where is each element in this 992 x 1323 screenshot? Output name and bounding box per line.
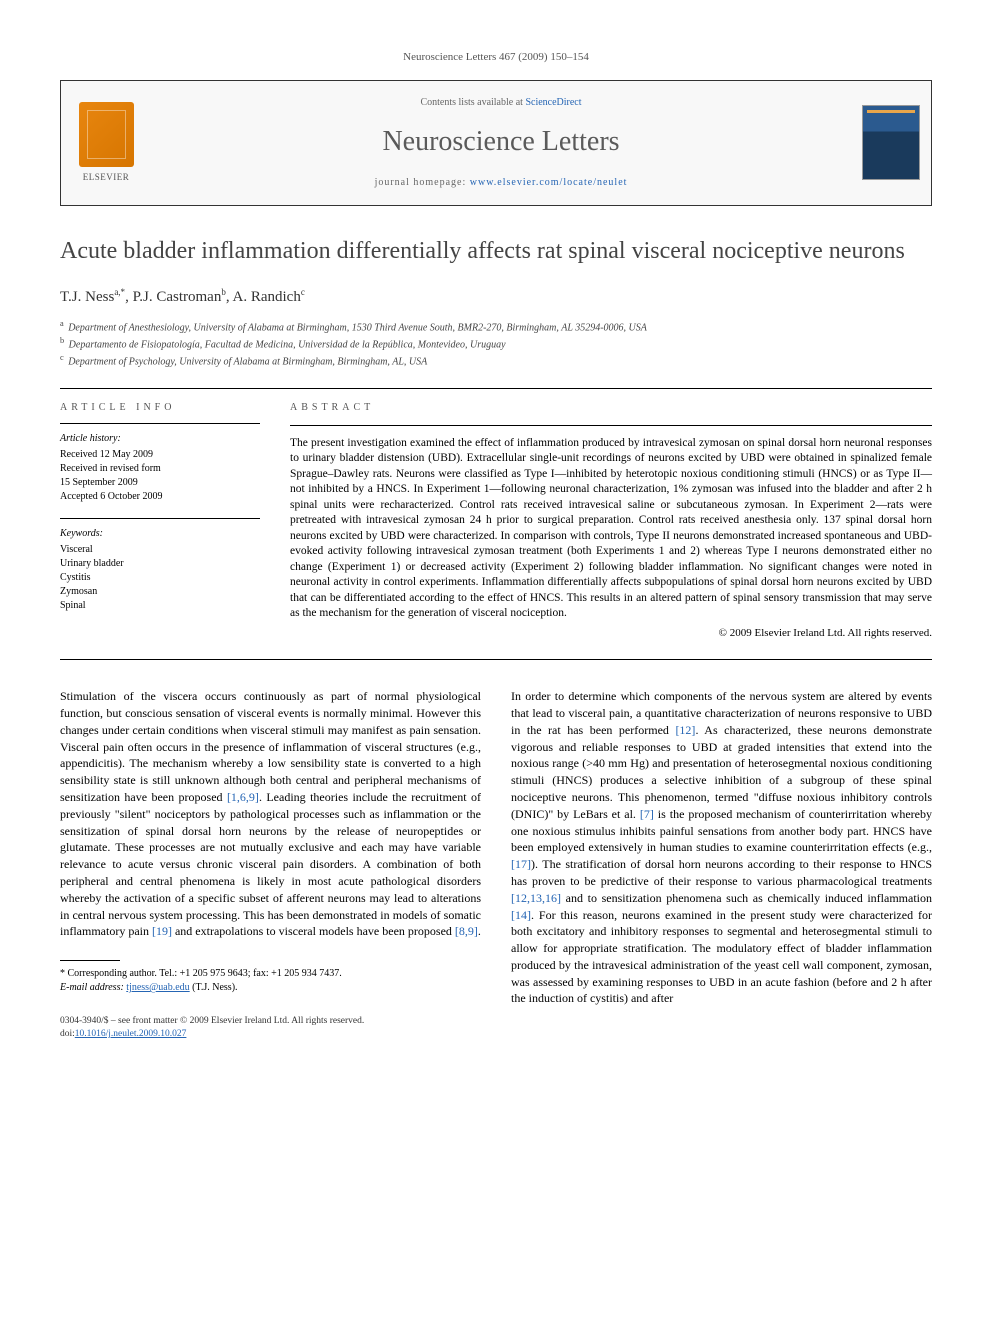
abstract-column: ABSTRACT The present investigation exami… (290, 401, 932, 642)
keywords-label: Keywords: (60, 527, 260, 541)
affil-text: Department of Psychology, University of … (68, 357, 427, 368)
email-label: E-mail address: (60, 982, 124, 993)
author-mark: c (301, 287, 305, 297)
affil-text: Department of Anesthesiology, University… (68, 322, 647, 333)
keyword: Cystitis (60, 571, 260, 585)
affil-text: Departamento de Fisiopatología, Facultad… (69, 339, 506, 350)
article-info-heading: ARTICLE INFO (60, 401, 260, 415)
divider (290, 425, 932, 426)
keyword: Urinary bladder (60, 557, 260, 571)
author: P.J. Castroman (133, 289, 222, 305)
footnote-separator (60, 960, 120, 961)
affiliation: a Department of Anesthesiology, Universi… (60, 318, 932, 335)
journal-cover-thumbnail (862, 105, 920, 180)
affil-mark: b (60, 336, 64, 345)
homepage-prefix: journal homepage: (375, 177, 470, 188)
body-columns: Stimulation of the viscera occurs contin… (60, 688, 932, 1042)
history-line: 15 September 2009 (60, 476, 260, 490)
publisher-name: ELSEVIER (83, 171, 130, 184)
info-abstract-row: ARTICLE INFO Article history: Received 1… (60, 389, 932, 660)
article-history: Article history: Received 12 May 2009 Re… (60, 432, 260, 504)
homepage-link[interactable]: www.elsevier.com/locate/neulet (470, 177, 628, 188)
divider (60, 518, 260, 519)
body-column-left: Stimulation of the viscera occurs contin… (60, 688, 481, 1042)
article-info-column: ARTICLE INFO Article history: Received 1… (60, 401, 260, 642)
elsevier-tree-logo (79, 102, 134, 167)
divider (60, 423, 260, 424)
author-mark: a,* (114, 287, 125, 297)
doi-prefix: doi: (60, 1029, 75, 1039)
email-who: (T.J. Ness). (192, 982, 237, 993)
journal-info: Contents lists available at ScienceDirec… (151, 81, 851, 204)
sciencedirect-link[interactable]: ScienceDirect (525, 97, 581, 108)
doi-line: doi:10.1016/j.neulet.2009.10.027 (60, 1028, 481, 1041)
corr-author-line: * Corresponding author. Tel.: +1 205 975… (60, 967, 481, 981)
history-label: Article history: (60, 432, 260, 446)
abstract-copyright: © 2009 Elsevier Ireland Ltd. All rights … (290, 626, 932, 641)
author-mark: b (221, 287, 226, 297)
author: T.J. Ness (60, 289, 114, 305)
divider (60, 659, 932, 660)
author: A. Randich (233, 289, 301, 305)
history-line: Accepted 6 October 2009 (60, 490, 260, 504)
publisher-block: ELSEVIER (61, 81, 151, 204)
contents-prefix: Contents lists available at (420, 97, 525, 108)
author-list: T.J. Nessa,*, P.J. Castromanb, A. Randic… (60, 286, 932, 308)
footer-meta: 0304-3940/$ – see front matter © 2009 El… (60, 1015, 481, 1042)
history-line: Received 12 May 2009 (60, 448, 260, 462)
email-line: E-mail address: tjness@uab.edu (T.J. Nes… (60, 981, 481, 995)
abstract-text: The present investigation examined the e… (290, 436, 932, 622)
journal-name: Neuroscience Letters (171, 122, 831, 161)
contents-available-line: Contents lists available at ScienceDirec… (171, 96, 831, 110)
corresponding-author-footnote: * Corresponding author. Tel.: +1 205 975… (60, 967, 481, 995)
affiliation: c Department of Psychology, University o… (60, 352, 932, 369)
body-column-right: In order to determine which components o… (511, 688, 932, 1042)
running-header: Neuroscience Letters 467 (2009) 150–154 (60, 50, 932, 65)
homepage-line: journal homepage: www.elsevier.com/locat… (171, 176, 831, 190)
affiliations: a Department of Anesthesiology, Universi… (60, 318, 932, 370)
keyword: Spinal (60, 599, 260, 613)
email-link[interactable]: tjness@uab.edu (126, 982, 189, 993)
keywords-block: Keywords: Visceral Urinary bladder Cysti… (60, 527, 260, 613)
keyword: Zymosan (60, 585, 260, 599)
abstract-heading: ABSTRACT (290, 401, 932, 415)
affil-mark: c (60, 353, 64, 362)
keyword: Visceral (60, 543, 260, 557)
journal-banner: ELSEVIER Contents lists available at Sci… (60, 80, 932, 205)
history-line: Received in revised form (60, 462, 260, 476)
body-paragraph: Stimulation of the viscera occurs contin… (60, 688, 481, 940)
affil-mark: a (60, 319, 64, 328)
cover-block (851, 81, 931, 204)
doi-link[interactable]: 10.1016/j.neulet.2009.10.027 (75, 1029, 187, 1039)
article-title: Acute bladder inflammation differentiall… (60, 236, 932, 266)
front-matter-line: 0304-3940/$ – see front matter © 2009 El… (60, 1015, 481, 1028)
body-paragraph: In order to determine which components o… (511, 688, 932, 1007)
affiliation: b Departamento de Fisiopatología, Facult… (60, 335, 932, 352)
